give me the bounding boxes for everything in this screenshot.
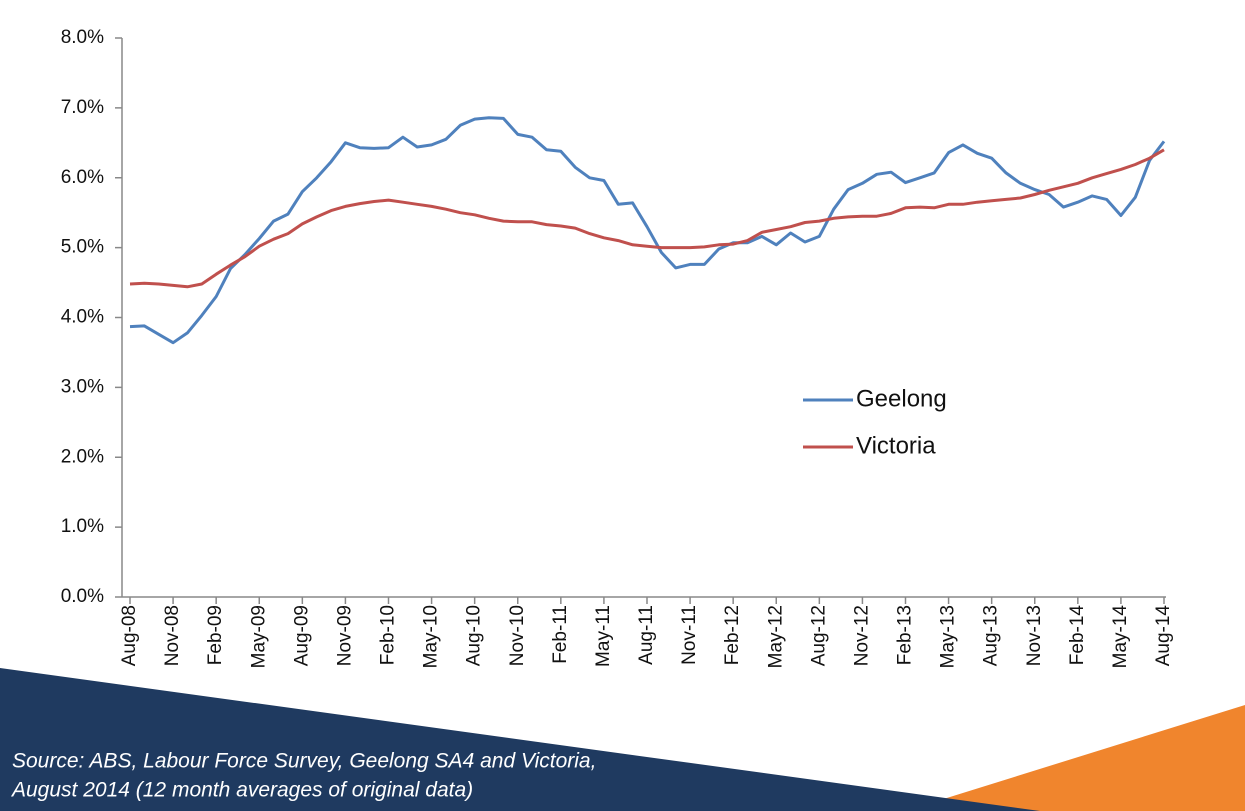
x-tick-label: May-11 xyxy=(593,605,614,667)
y-tick-label: 5.0% xyxy=(61,237,104,258)
legend: Geelong Victoria xyxy=(803,385,947,459)
x-tick-label: Feb-09 xyxy=(205,605,226,665)
x-tick-label: Nov-13 xyxy=(1024,605,1045,666)
x-tick-label: Feb-11 xyxy=(550,605,571,664)
x-tick-label: Aug-08 xyxy=(119,605,140,666)
x-tick-label: Nov-11 xyxy=(679,605,700,665)
x-tick-label: Feb-14 xyxy=(1067,605,1088,666)
x-tick-label: Feb-10 xyxy=(378,605,399,665)
x-tick-label: Nov-10 xyxy=(507,605,528,666)
x-tick-label: May-13 xyxy=(938,605,959,668)
x-tick-label: Aug-09 xyxy=(291,605,312,666)
x-tick-label: Nov-08 xyxy=(162,605,183,666)
x-tick-label: Aug-13 xyxy=(981,605,1002,666)
x-tick-label: May-10 xyxy=(421,605,442,668)
y-tick-label: 1.0% xyxy=(61,516,104,537)
x-tick-label: Aug-10 xyxy=(464,605,485,666)
source-line: August 2014 (12 month averages of origin… xyxy=(10,779,473,802)
orange-band xyxy=(905,705,1245,811)
y-tick-label: 0.0% xyxy=(61,586,104,607)
x-tick-label: Aug-11 xyxy=(636,605,657,665)
x-tick-label: Nov-09 xyxy=(334,605,355,666)
y-tick-label: 6.0% xyxy=(61,167,104,188)
y-tick-label: 4.0% xyxy=(61,307,104,328)
y-tick-label: 2.0% xyxy=(61,446,104,467)
legend-label: Geelong xyxy=(856,385,947,412)
source-line: Source: ABS, Labour Force Survey, Geelon… xyxy=(12,750,596,773)
x-tick-label: May-14 xyxy=(1110,605,1131,669)
legend-label: Victoria xyxy=(856,432,936,459)
x-tick-label: Nov-12 xyxy=(851,605,872,666)
x-tick-label: Feb-12 xyxy=(722,605,743,665)
y-tick-label: 7.0% xyxy=(61,97,104,118)
y-tick-label: 3.0% xyxy=(61,376,104,397)
y-tick-label: 8.0% xyxy=(61,27,104,48)
x-tick-label: Aug-14 xyxy=(1153,605,1174,667)
x-tick-label: May-12 xyxy=(765,605,786,668)
series-line xyxy=(129,148,1165,289)
x-tick-label: May-09 xyxy=(248,605,269,668)
x-tick-label: Feb-13 xyxy=(895,605,916,665)
x-tick-label: Aug-12 xyxy=(808,605,829,666)
series-line xyxy=(129,116,1166,345)
blue-band xyxy=(0,668,1040,811)
